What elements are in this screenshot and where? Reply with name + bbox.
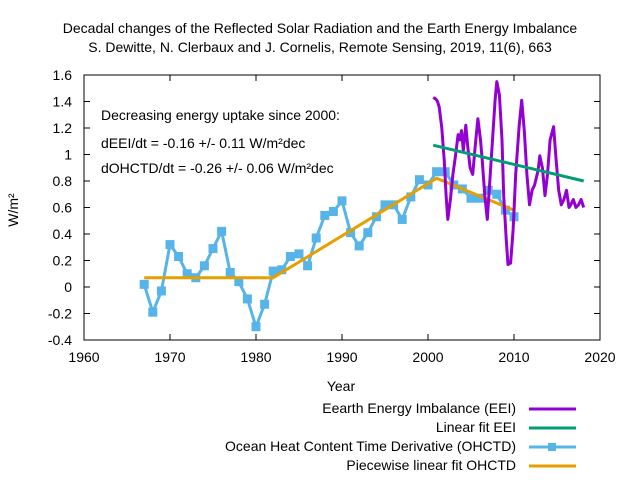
x-tick-label: 2000	[412, 349, 443, 365]
ohctd-point	[432, 167, 442, 177]
plot-area: -0.4 -0.2 0 0.2 0.4 0.6 0.8 1 1.2 1.4 1.6 1960 1970 1…	[48, 67, 616, 365]
ohctd-point	[363, 228, 373, 238]
ohctd-point	[492, 189, 502, 199]
ohctd-point	[217, 226, 227, 236]
legend-item-linear-fit-eei: Linear fit EEI	[436, 419, 576, 435]
legend: Eearth Energy Imbalance (EEI) Linear fit…	[225, 400, 576, 473]
ohctd-point	[174, 252, 184, 262]
ohctd-point	[294, 249, 304, 259]
ohctd-point	[234, 277, 244, 287]
ohctd-point	[354, 241, 364, 251]
y-tick-label: 1.4	[53, 94, 73, 110]
legend-marker-ohctd	[548, 443, 556, 451]
ohctd-point	[397, 214, 407, 224]
x-tick-label: 2020	[584, 349, 615, 365]
ohctd-point	[475, 193, 485, 203]
y-tick-label: 1.6	[53, 67, 73, 83]
ohctd-point	[268, 266, 278, 276]
ohctd-point	[303, 261, 313, 271]
ohctd-point	[285, 252, 295, 262]
y-tick-label: 0.2	[53, 253, 73, 269]
ohctd-point	[156, 286, 166, 296]
ohctd-point	[311, 233, 321, 243]
ohctd-point	[277, 265, 287, 275]
ohctd-point	[208, 244, 218, 254]
y-tick-label: 1.2	[53, 120, 73, 136]
x-tick-label: 1980	[240, 349, 271, 365]
ohctd-point	[414, 175, 424, 185]
linear-fit-eei-line	[432, 143, 585, 183]
y-tick-label: 0.8	[53, 173, 73, 189]
y-axis-label: W/m²	[5, 193, 21, 227]
x-tick-label: 1960	[68, 349, 99, 365]
y-tick-label: -0.2	[48, 306, 72, 322]
eei-line	[432, 80, 586, 266]
ohctd-line	[142, 170, 515, 329]
chart-subtitle: S. Dewitte, N. Clerbaux and J. Cornelis,…	[88, 39, 552, 55]
annotation-line-2: dEEI/dt = -0.16 +/- 0.11 W/m²dec	[101, 135, 305, 151]
ohctd-point	[182, 269, 192, 279]
ohctd-point	[260, 299, 270, 309]
annotation-line-3: dOHCTD/dt = -0.26 +/- 0.06 W/m²dec	[101, 160, 334, 176]
ohctd-point	[328, 206, 338, 216]
ohctd-point	[337, 196, 347, 206]
legend-item-eei: Eearth Energy Imbalance (EEI)	[322, 400, 576, 416]
y-tick-label: -0.4	[48, 332, 72, 348]
ohctd-point	[406, 192, 416, 202]
ohctd-point	[346, 228, 356, 238]
y-tick-label: 0.6	[53, 200, 73, 216]
ohctd-point	[139, 279, 149, 289]
legend-label-piecewise-fit-ohctd: Piecewise linear fit OHCTD	[346, 457, 516, 473]
y-tick-label: 1	[64, 147, 72, 163]
ohctd-point	[242, 294, 252, 304]
ohctd-point	[165, 240, 175, 250]
ohctd-point	[371, 212, 381, 222]
ohctd-point	[466, 193, 476, 203]
y-tick-label: 0	[64, 279, 72, 295]
x-tick-label: 2010	[498, 349, 529, 365]
ohctd-point	[320, 210, 330, 220]
legend-label-linear-fit-eei: Linear fit EEI	[436, 419, 516, 435]
ohctd-point	[199, 261, 209, 271]
legend-item-piecewise-fit-ohctd: Piecewise linear fit OHCTD	[346, 457, 576, 473]
annotation-line-1: Decreasing energy uptake since 2000:	[101, 107, 340, 123]
legend-label-eei: Eearth Energy Imbalance (EEI)	[322, 400, 516, 416]
legend-item-ohctd: Ocean Heat Content Time Derivative (OHCT…	[225, 438, 576, 454]
piecewise-fit-ohctd-line	[144, 176, 515, 280]
ohctd-point	[251, 322, 261, 332]
ohctd-point	[148, 307, 158, 317]
chart-title: Decadal changes of the Reflected Solar R…	[63, 20, 578, 36]
x-tick-label: 1970	[154, 349, 185, 365]
x-axis-label: Year	[327, 378, 356, 394]
y-tick-label: 0.4	[53, 226, 73, 242]
legend-label-ohctd: Ocean Heat Content Time Derivative (OHCT…	[225, 438, 516, 454]
annotation-box: Decreasing energy uptake since 2000: dEE…	[101, 107, 340, 176]
x-tick-label: 1990	[326, 349, 357, 365]
ohctd-point	[225, 267, 235, 277]
ohctd-point	[380, 200, 390, 210]
